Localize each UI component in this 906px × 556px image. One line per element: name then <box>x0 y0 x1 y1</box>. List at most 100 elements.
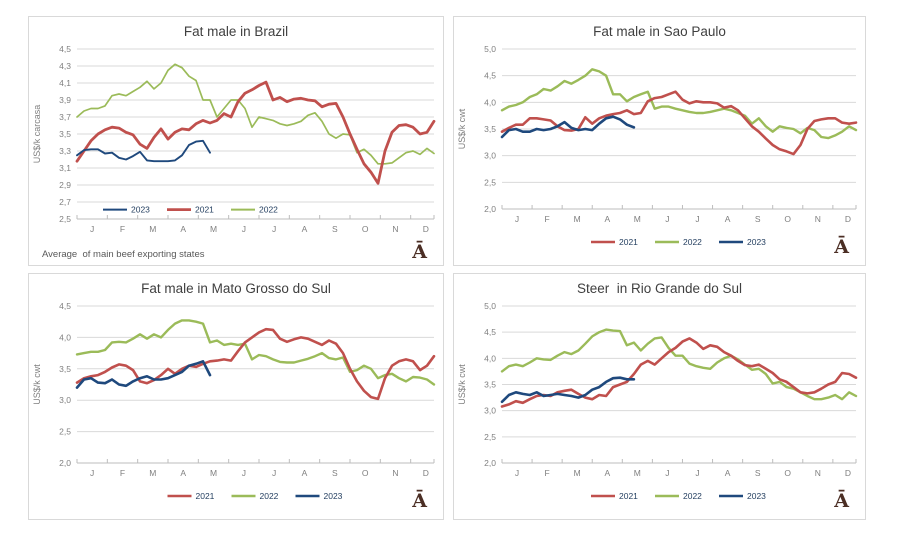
svg-text:D: D <box>845 468 851 478</box>
svg-text:N: N <box>392 224 398 234</box>
svg-text:S: S <box>332 224 338 234</box>
svg-text:4,5: 4,5 <box>59 301 71 311</box>
svg-text:2023: 2023 <box>747 491 766 501</box>
svg-text:3,0: 3,0 <box>484 151 496 161</box>
svg-text:O: O <box>362 468 369 478</box>
brand-glyph-icon: Ā <box>412 490 427 512</box>
svg-text:M: M <box>210 468 217 478</box>
svg-text:US$/k cwt: US$/k cwt <box>32 364 42 405</box>
svg-text:3,5: 3,5 <box>484 124 496 134</box>
line-chart-rio-grande: 2,0 2,5 3,0 3,5 4,0 4,5 5,0 J F M A M J J A S O N D US$/k c… <box>457 301 858 501</box>
svg-text:N: N <box>815 214 821 224</box>
svg-text:5,0: 5,0 <box>484 44 496 54</box>
svg-text:2,9: 2,9 <box>59 180 71 190</box>
svg-text:J: J <box>242 224 246 234</box>
svg-text:2022: 2022 <box>683 237 702 247</box>
svg-text:F: F <box>545 468 550 478</box>
svg-text:S: S <box>332 468 338 478</box>
svg-text:4,0: 4,0 <box>59 332 71 342</box>
svg-text:2023: 2023 <box>747 237 766 247</box>
svg-text:3,0: 3,0 <box>59 395 71 405</box>
svg-text:M: M <box>634 468 641 478</box>
svg-text:J: J <box>272 468 276 478</box>
svg-text:3,5: 3,5 <box>484 380 496 390</box>
chart-panel-fat-male-brazil: Fat male in Brazil 2,5 2,7 2,9 3,1 3,3 3,5 3,7… <box>28 16 444 266</box>
line-chart-brazil: 2,5 2,7 2,9 3,1 3,3 3,5 3,7 3,9 4,1 4,3 4,5 J F M A M J J… <box>32 44 436 234</box>
svg-text:M: M <box>210 224 217 234</box>
svg-text:M: M <box>149 468 156 478</box>
svg-text:A: A <box>725 468 731 478</box>
svg-text:2,0: 2,0 <box>484 458 496 468</box>
svg-text:D: D <box>845 214 851 224</box>
chart-panel-fat-male-mato-grosso: Fat male in Mato Grosso do Sul 2,0 2,5 3,0… <box>28 273 444 520</box>
svg-text:3,9: 3,9 <box>59 95 71 105</box>
svg-text:S: S <box>755 214 761 224</box>
svg-text:M: M <box>574 468 581 478</box>
svg-text:3,7: 3,7 <box>59 112 71 122</box>
svg-text:2,7: 2,7 <box>59 197 71 207</box>
svg-text:5,0: 5,0 <box>484 301 496 311</box>
svg-text:J: J <box>515 214 519 224</box>
svg-text:D: D <box>423 468 429 478</box>
svg-text:US$/k cwt: US$/k cwt <box>457 108 467 149</box>
svg-text:2021: 2021 <box>196 491 215 501</box>
svg-text:2,5: 2,5 <box>59 214 71 224</box>
svg-text:4,5: 4,5 <box>59 44 71 54</box>
svg-text:O: O <box>362 224 369 234</box>
chart-title: Fat male in Sao Paulo <box>593 24 726 39</box>
line-chart-mato-grosso: 2,0 2,5 3,0 3,5 4,0 4,5 J F M A M J J A S O N D US$/k cwt 2… <box>32 301 436 501</box>
svg-text:F: F <box>120 468 125 478</box>
svg-text:A: A <box>302 224 308 234</box>
svg-text:J: J <box>515 468 519 478</box>
svg-text:J: J <box>665 214 669 224</box>
svg-text:2,5: 2,5 <box>484 177 496 187</box>
svg-text:2021: 2021 <box>619 491 638 501</box>
svg-text:2023: 2023 <box>324 491 343 501</box>
svg-text:3,5: 3,5 <box>59 129 71 139</box>
svg-text:A: A <box>302 468 308 478</box>
chart-panel-steer-rio-grande: Steer in Rio Grande do Sul 2,0 2,5 3,0 3,5 4… <box>453 273 866 520</box>
brand-glyph-icon: Ā <box>834 490 849 512</box>
svg-text:N: N <box>392 468 398 478</box>
brand-glyph-icon: Ā <box>412 241 427 263</box>
chart-title: Fat male in Brazil <box>183 24 289 39</box>
svg-text:2,0: 2,0 <box>484 204 496 214</box>
svg-text:M: M <box>149 224 156 234</box>
svg-text:2,0: 2,0 <box>59 458 71 468</box>
svg-text:2022: 2022 <box>683 491 702 501</box>
svg-text:2,5: 2,5 <box>59 427 71 437</box>
svg-text:4,5: 4,5 <box>484 71 496 81</box>
svg-text:A: A <box>725 214 731 224</box>
svg-text:4,5: 4,5 <box>484 327 496 337</box>
svg-text:J: J <box>242 468 246 478</box>
svg-text:3,3: 3,3 <box>59 146 71 156</box>
svg-text:A: A <box>180 468 186 478</box>
line-chart-sao-paulo: 2,0 2,5 3,0 3,5 4,0 4,5 5,0 J F M A M J J A S O N D US$/k c… <box>457 44 858 247</box>
svg-text:F: F <box>120 224 125 234</box>
svg-text:F: F <box>545 214 550 224</box>
svg-text:O: O <box>784 214 791 224</box>
svg-text:S: S <box>755 468 761 478</box>
chart-title: Steer in Rio Grande do Sul <box>576 281 743 296</box>
svg-text:2022: 2022 <box>259 205 278 215</box>
svg-text:J: J <box>695 214 699 224</box>
svg-text:US$/k cwt: US$/k cwt <box>457 364 467 405</box>
svg-text:2023: 2023 <box>131 205 150 215</box>
svg-text:J: J <box>90 224 94 234</box>
svg-text:D: D <box>423 224 429 234</box>
chart-title: Fat male in Mato Grosso do Sul <box>141 281 331 296</box>
svg-text:A: A <box>604 214 610 224</box>
svg-text:2022: 2022 <box>260 491 279 501</box>
svg-text:2,5: 2,5 <box>484 432 496 442</box>
svg-text:A: A <box>604 468 610 478</box>
brand-glyph-icon: Ā <box>834 236 849 258</box>
svg-text:4,0: 4,0 <box>484 353 496 363</box>
svg-text:4,3: 4,3 <box>59 61 71 71</box>
svg-text:US$/k carcasa: US$/k carcasa <box>32 105 42 164</box>
svg-text:J: J <box>90 468 94 478</box>
svg-text:M: M <box>574 214 581 224</box>
svg-text:A: A <box>180 224 186 234</box>
svg-text:2021: 2021 <box>619 237 638 247</box>
svg-text:M: M <box>634 214 641 224</box>
